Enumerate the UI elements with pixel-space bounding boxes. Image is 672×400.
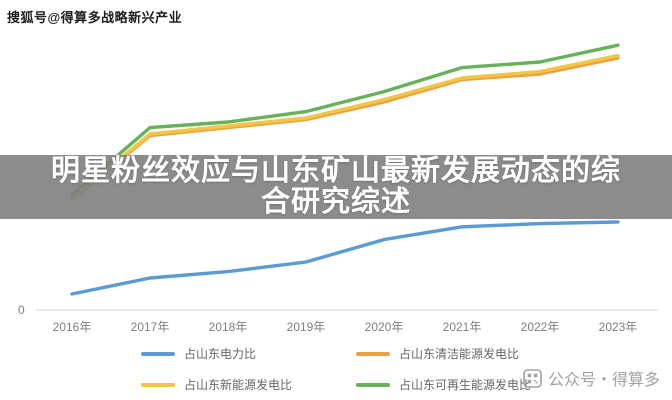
title-line-2: 合研究综述 [260, 186, 411, 218]
legend-label: 占山东新能源发电比 [183, 378, 292, 392]
sohu-watermark-text: 搜狐号@得算多战略新兴产业 [7, 10, 183, 25]
x-tick-label: 2022年 [520, 320, 560, 334]
x-tick-label: 2017年 [130, 320, 170, 334]
title-overlay-banner: 明星粉丝效应与山东矿山最新发展动态的综 合研究综述 [0, 155, 672, 219]
x-tick-label: 2020年 [364, 320, 404, 334]
x-tick-label: 2021年 [442, 320, 482, 334]
qr-code-icon [523, 368, 542, 388]
chart-legend: 占山东电力比 占山东清洁能源发电比占山东新能源发电比 占山东可再生能源发电比 [140, 345, 531, 393]
title-line-1: 明星粉丝效应与山东矿山最新发展动态的综 [50, 155, 621, 187]
legend-item: 占山东清洁能源发电比 [356, 345, 531, 362]
y-axis-zero-label: 0 [18, 303, 25, 317]
legend-line-marker [356, 382, 390, 387]
x-axis-tick-labels: 2016年 2017年 2018年 2019年 2020年 2021年 2022年 2023年 [0, 318, 672, 334]
legend-line-marker [140, 351, 175, 356]
legend-item: 占山东可再生能源发电比 [356, 376, 531, 393]
x-tick-label: 2016年 [52, 320, 92, 334]
wechat-watermark: 公众号・得算多 [523, 366, 660, 390]
x-tick-label: 2019年 [286, 320, 326, 334]
legend-label: 占山东可再生能源发电比 [399, 378, 532, 392]
legend-label: 占山东电力比 [183, 347, 256, 361]
wechat-watermark-text: 公众号・得算多 [547, 372, 660, 389]
legend-line-marker [356, 351, 390, 356]
x-tick-label: 2018年 [208, 320, 248, 334]
legend-line-marker [140, 382, 175, 387]
legend-label: 占山东清洁能源发电比 [399, 347, 520, 361]
legend-item: 占山东新能源发电比 [140, 376, 292, 393]
x-tick-label: 2023年 [598, 320, 638, 334]
legend-item: 占山东电力比 [140, 345, 292, 362]
